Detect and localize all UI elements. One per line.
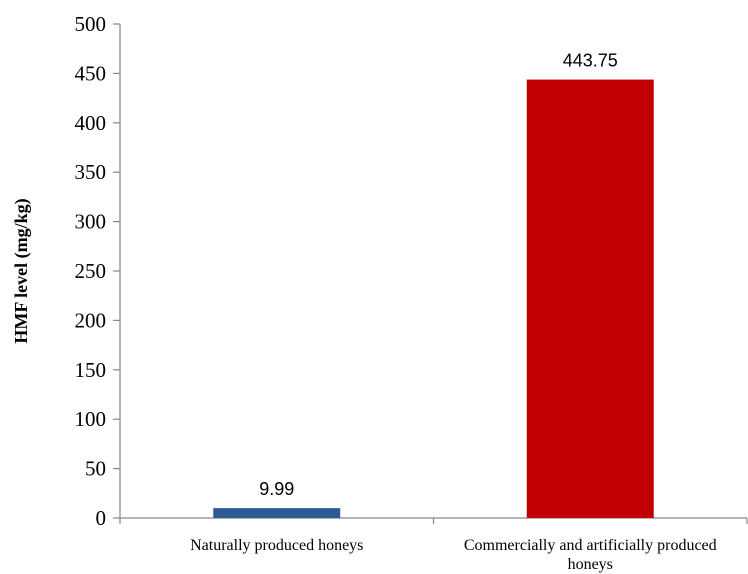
y-tick-label: 350 (75, 160, 107, 184)
bar-value-label: 443.75 (563, 51, 618, 71)
y-tick-label: 400 (75, 111, 107, 135)
y-tick-label: 150 (75, 358, 107, 382)
y-tick-label: 200 (75, 308, 107, 332)
y-axis: 0 50 100 150 200 250 300 350 400 450 500 (75, 12, 121, 530)
data-labels: 9.99 443.75 (259, 51, 618, 500)
y-tick-label: 50 (85, 457, 106, 481)
bar (526, 79, 654, 518)
y-tick-label: 250 (75, 259, 107, 283)
y-tick-label: 500 (75, 12, 107, 36)
x-category-label: Commercially and artificially produced ho… (464, 537, 717, 573)
x-category-label: Naturally produced honeys (190, 537, 363, 554)
bar-value-label: 9.99 (259, 479, 294, 499)
y-tick-label: 450 (75, 61, 107, 85)
y-axis-title: HMF level (mg/kg) (11, 198, 32, 343)
y-tick-label: 300 (75, 210, 107, 234)
bar (213, 508, 341, 518)
bars (213, 79, 654, 518)
x-axis: Naturally produced honeys Commercially an… (119, 517, 748, 573)
y-tick-label: 0 (96, 506, 107, 530)
y-tick-label: 100 (75, 407, 107, 431)
